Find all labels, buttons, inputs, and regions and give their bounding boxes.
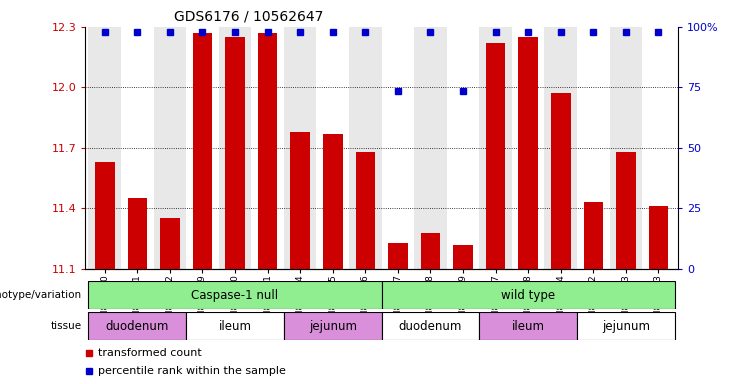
Bar <box>153 27 186 269</box>
Bar <box>284 312 382 340</box>
Bar <box>88 281 382 309</box>
Text: transformed count: transformed count <box>98 348 202 358</box>
Bar <box>127 198 147 269</box>
Bar <box>616 152 636 269</box>
Text: ileum: ileum <box>512 319 545 333</box>
Bar <box>388 243 408 269</box>
Bar <box>88 312 186 340</box>
Text: genotype/variation: genotype/variation <box>0 290 82 300</box>
Bar <box>121 27 153 269</box>
Text: duodenum: duodenum <box>106 319 169 333</box>
Bar <box>186 312 284 340</box>
Bar <box>290 132 310 269</box>
Bar <box>486 43 505 269</box>
Bar <box>225 37 245 269</box>
Bar <box>584 202 603 269</box>
Bar <box>356 152 375 269</box>
Text: jejunum: jejunum <box>309 319 356 333</box>
Bar <box>88 27 121 269</box>
Bar <box>186 27 219 269</box>
Bar <box>519 37 538 269</box>
Bar <box>447 27 479 269</box>
Bar <box>414 27 447 269</box>
Bar <box>160 218 179 269</box>
Bar <box>219 27 251 269</box>
Bar <box>479 312 577 340</box>
Bar <box>648 206 668 269</box>
Bar <box>349 27 382 269</box>
Bar <box>284 27 316 269</box>
Bar <box>382 281 675 309</box>
Bar <box>251 27 284 269</box>
Text: GDS6176 / 10562647: GDS6176 / 10562647 <box>174 9 324 23</box>
Bar <box>258 33 277 269</box>
Bar <box>642 27 675 269</box>
Bar <box>512 27 545 269</box>
Bar <box>545 27 577 269</box>
Text: jejunum: jejunum <box>602 319 650 333</box>
Text: tissue: tissue <box>50 321 82 331</box>
Bar <box>577 27 610 269</box>
Bar <box>382 27 414 269</box>
Text: percentile rank within the sample: percentile rank within the sample <box>98 366 285 376</box>
Bar <box>382 312 479 340</box>
Text: ileum: ileum <box>219 319 251 333</box>
Bar <box>95 162 115 269</box>
Bar <box>453 245 473 269</box>
Bar <box>577 312 675 340</box>
Bar <box>551 93 571 269</box>
Bar <box>610 27 642 269</box>
Text: duodenum: duodenum <box>399 319 462 333</box>
Bar <box>323 134 342 269</box>
Text: Caspase-1 null: Caspase-1 null <box>191 289 279 302</box>
Bar <box>193 33 212 269</box>
Bar <box>479 27 512 269</box>
Bar <box>421 233 440 269</box>
Text: wild type: wild type <box>501 289 555 302</box>
Bar <box>316 27 349 269</box>
